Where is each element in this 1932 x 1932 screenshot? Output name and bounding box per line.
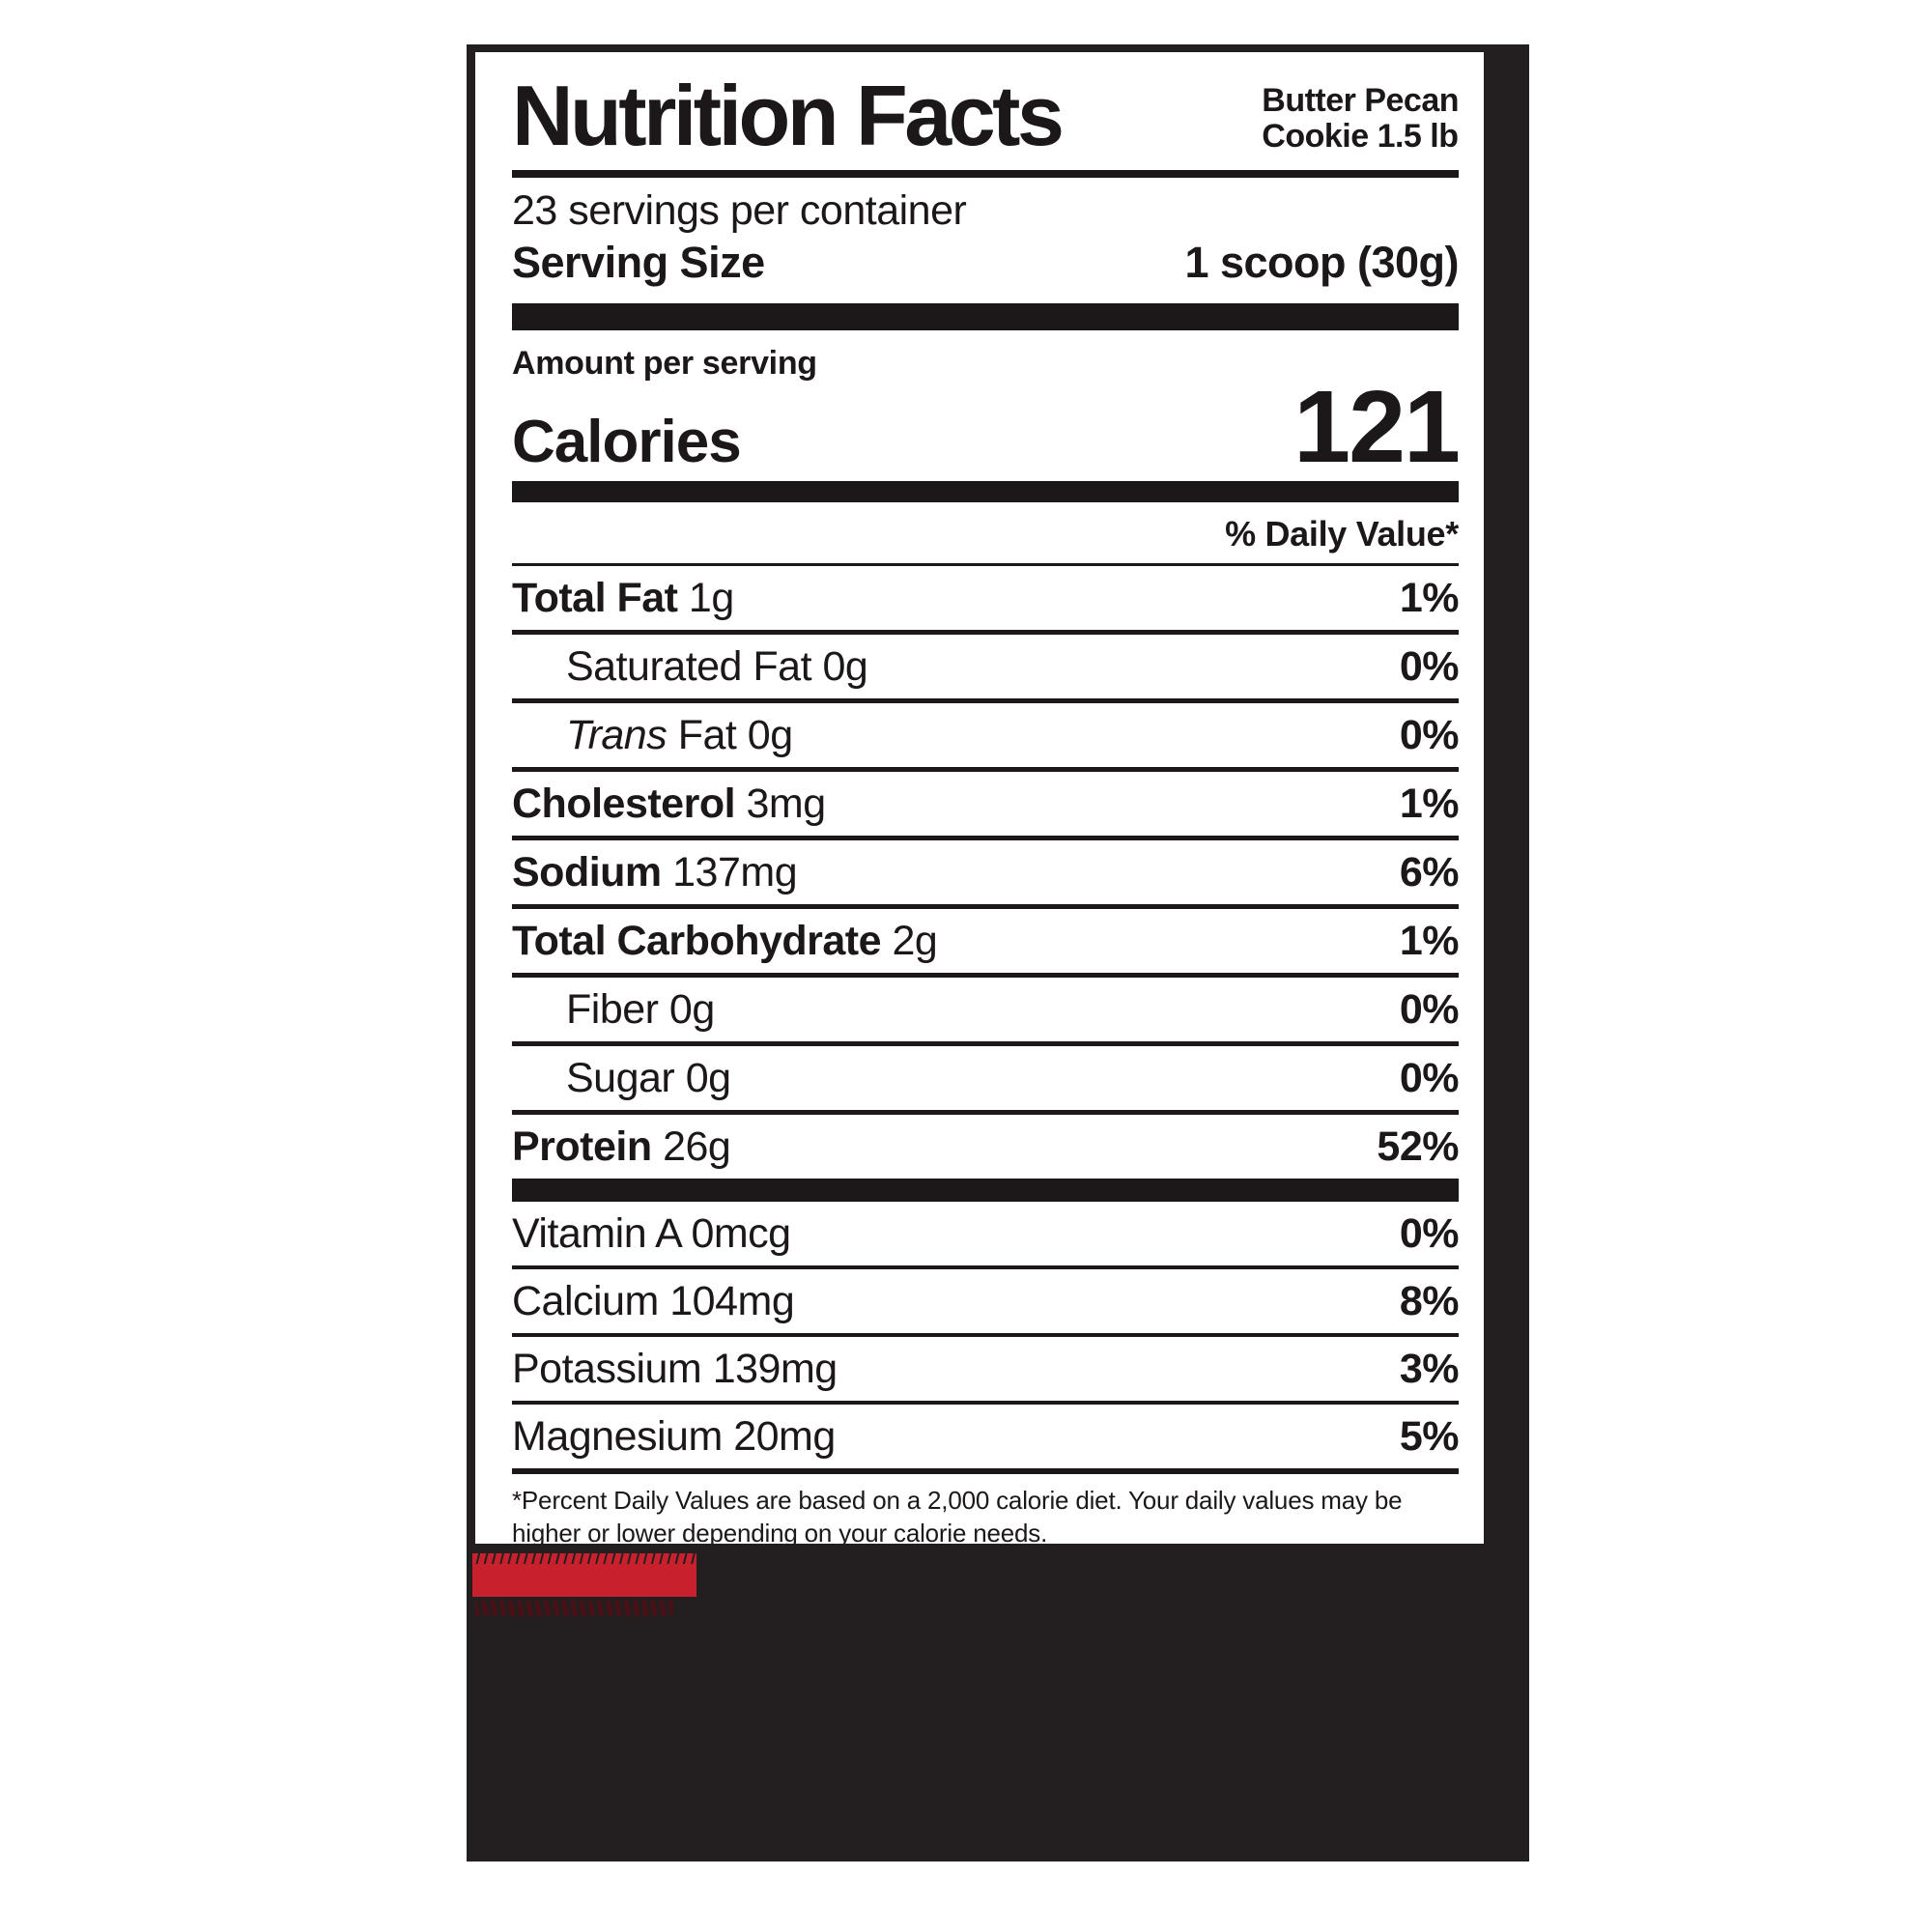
nutrient-name: Sodium [512, 849, 662, 895]
nutrient-dv: 5% [1399, 1413, 1460, 1460]
nutrient-amount: 26g [663, 1123, 731, 1170]
nutrient-dv: 1% [1399, 781, 1460, 827]
product-panel: Nutrition Facts Butter Pecan Cookie 1.5 … [467, 44, 1529, 1861]
label-header: Nutrition Facts Butter Pecan Cookie 1.5 … [512, 68, 1459, 164]
red-logo-stripe-top [472, 1553, 696, 1597]
daily-value-rule [512, 563, 1459, 566]
serving-size-row: Serving Size 1 scoop (30g) [512, 238, 1459, 298]
serving-size-label: Serving Size [512, 238, 765, 287]
nutrient-dv: 0% [1399, 712, 1460, 758]
nutrient-amount: 0g [668, 986, 715, 1033]
nutrient-row-magnesium: Magnesium 20mg 5% [512, 1401, 1460, 1468]
nutrient-amount: 137mg [672, 849, 798, 895]
nutrient-amount: 0g [822, 643, 868, 690]
nutrient-amount: 0g [685, 1055, 731, 1101]
nutrient-row-fiber: Fiber 0g 0% [512, 973, 1460, 1041]
footnote: *Percent Daily Values are based on a 2,0… [512, 1486, 1403, 1544]
nutrient-row-calcium: Calcium 104mg 8% [512, 1265, 1460, 1333]
nutrient-amount: 104mg [669, 1278, 795, 1324]
product-name-line2: Cookie 1.5 lb [1262, 118, 1459, 155]
nutrient-amount: 20mg [733, 1413, 836, 1460]
nutrient-name: Vitamin A [512, 1210, 681, 1257]
servings-per-container: 23 servings per container [512, 187, 967, 234]
nutrient-row-total-carbohydrate: Total Carbohydrate 2g 1% [512, 904, 1460, 973]
nutrient-dv: 0% [1399, 986, 1460, 1033]
nutrient-row-sodium: Sodium 137mg 6% [512, 836, 1460, 904]
calories-label: Calories [512, 409, 742, 475]
nutrient-name: Magnesium [512, 1413, 723, 1460]
nutrient-amount: 1g [688, 575, 734, 621]
nutrient-dv: 1% [1399, 918, 1460, 964]
nutrient-row-sugar: Sugar 0g 0% [512, 1041, 1460, 1110]
distressed-red-logo [472, 1553, 696, 1616]
nutrient-name: Saturated Fat [566, 643, 812, 690]
protein-divider-bar [512, 1179, 1459, 1202]
daily-value-header: % Daily Value* [1225, 514, 1459, 554]
header-rule [512, 170, 1459, 178]
product-name-line1: Butter Pecan [1262, 82, 1459, 119]
nutrition-facts-label: Nutrition Facts Butter Pecan Cookie 1.5 … [475, 52, 1484, 1544]
nutrient-row-vitamin-a: Vitamin A 0mcg 0% [512, 1202, 1460, 1265]
product-name: Butter Pecan Cookie 1.5 lb [1262, 77, 1459, 155]
nutrient-dv: 3% [1399, 1346, 1460, 1392]
nutrient-row-trans-fat: Trans Fat 0g 0% [512, 698, 1460, 767]
nutrient-name: Total Carbohydrate [512, 918, 882, 964]
nutrient-name-italic: Trans [566, 712, 668, 758]
nutrient-name: Calcium [512, 1278, 659, 1324]
nutrient-name: Potassium [512, 1346, 702, 1392]
nutrient-dv: 0% [1399, 1210, 1460, 1257]
nutrient-amount: 0mcg [691, 1210, 791, 1257]
serving-size-value: 1 scoop (30g) [1184, 238, 1459, 287]
micronutrient-rows: Vitamin A 0mcg 0% Calcium 104mg 8% Potas… [512, 1202, 1460, 1468]
nutrient-row-saturated-fat: Saturated Fat 0g 0% [512, 630, 1460, 698]
nutrient-rows: Total Fat 1g 1% Saturated Fat 0g 0% Tran… [512, 566, 1460, 1179]
nutrient-dv: 0% [1399, 1055, 1460, 1101]
nutrient-name: Fiber [566, 986, 659, 1033]
nutrient-name: Sugar [566, 1055, 675, 1101]
calories-row: Calories 121 [512, 370, 1461, 484]
nutrient-name: Fat [677, 712, 737, 758]
nutrient-row-cholesterol: Cholesterol 3mg 1% [512, 767, 1460, 836]
nutrient-dv: 52% [1377, 1123, 1459, 1170]
nutrient-name: Cholesterol [512, 781, 736, 827]
nutrient-amount: 139mg [712, 1346, 838, 1392]
thick-divider-bar [512, 303, 1459, 330]
nutrient-dv: 6% [1399, 849, 1460, 895]
amount-per-serving-label: Amount per serving [512, 345, 817, 382]
nutrient-row-potassium: Potassium 139mg 3% [512, 1333, 1460, 1401]
nutrient-amount: 0g [747, 712, 793, 758]
calories-value: 121 [1293, 370, 1461, 484]
nutrient-amount: 3mg [746, 781, 827, 827]
nutrient-row-protein: Protein 26g 52% [512, 1110, 1459, 1179]
nutrient-dv: 8% [1399, 1278, 1460, 1324]
nutrient-name: Protein [512, 1123, 652, 1170]
footnote-rule [512, 1468, 1459, 1474]
calories-divider-bar [512, 481, 1459, 502]
label-title: Nutrition Facts [512, 68, 1065, 163]
nutrient-row-total-fat: Total Fat 1g 1% [512, 566, 1460, 630]
nutrient-dv: 1% [1399, 575, 1460, 621]
red-logo-stripe-bottom [475, 1601, 673, 1616]
nutrient-amount: 2g [892, 918, 938, 964]
nutrient-dv: 0% [1399, 643, 1460, 690]
nutrient-name: Total Fat [512, 575, 678, 621]
